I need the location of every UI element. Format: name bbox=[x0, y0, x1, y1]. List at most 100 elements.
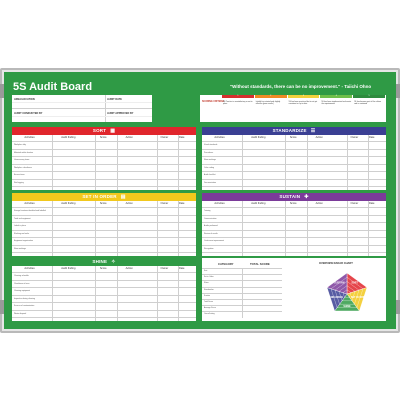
row-divider bbox=[12, 163, 196, 165]
overview-row[interactable]: Standardize bbox=[204, 288, 214, 291]
activity-row[interactable]: Continuous improvement bbox=[204, 240, 224, 242]
column-header-owner: Owner bbox=[350, 202, 359, 205]
radar-gridline bbox=[334, 281, 360, 305]
info-input-line[interactable] bbox=[12, 102, 152, 103]
activity-row[interactable]: Tools and equipment bbox=[14, 217, 31, 220]
activity-row[interactable]: Shelving and racks bbox=[14, 232, 30, 235]
section-sort: SORT ▦ Activities Audit finding Score Action O… bbox=[12, 127, 196, 190]
activity-row[interactable]: Sources of contamination bbox=[14, 305, 35, 307]
column-divider bbox=[306, 135, 308, 190]
column-divider bbox=[52, 135, 54, 190]
activity-row[interactable]: Red tagging bbox=[14, 181, 24, 184]
criteria-level-4: 4 bbox=[320, 95, 353, 98]
section-header-standardize: STANDARDIZE ☰ bbox=[202, 127, 386, 135]
audit-approved-by-label: AUDIT APPROVED BY bbox=[107, 112, 134, 115]
column-header-activities: Activities bbox=[214, 202, 225, 205]
activity-row[interactable]: Equipment organisation bbox=[14, 240, 33, 242]
activity-row[interactable]: Visual standards bbox=[204, 144, 218, 146]
activity-row[interactable]: Review of results bbox=[204, 232, 218, 235]
criteria-level-5: 5 bbox=[353, 95, 385, 98]
activity-row[interactable]: Storage locations identified and labelle… bbox=[14, 210, 46, 212]
area-location-label: AREA/LOCATION bbox=[14, 98, 35, 101]
column-header-finding: Audit finding bbox=[61, 202, 76, 205]
column-divider bbox=[242, 201, 244, 256]
overview-row[interactable]: Sustain bbox=[204, 294, 210, 297]
column-divider bbox=[52, 266, 54, 321]
info-input-line[interactable] bbox=[12, 116, 152, 117]
activity-row[interactable]: Cleaning equipment bbox=[14, 290, 30, 292]
row-divider bbox=[12, 279, 196, 281]
overview-column-divider bbox=[242, 268, 243, 318]
column-divider bbox=[284, 135, 286, 190]
column-header-action: Action bbox=[125, 202, 133, 205]
radar-label: SUSTAIN bbox=[334, 281, 345, 284]
activity-row[interactable]: Audits performed bbox=[204, 225, 218, 227]
column-divider bbox=[94, 135, 96, 190]
radar-gridline bbox=[338, 285, 356, 301]
criteria-level-2: 2 bbox=[254, 95, 287, 98]
activity-row[interactable]: Communication bbox=[204, 217, 217, 220]
column-divider bbox=[157, 266, 159, 321]
activity-row[interactable]: Waste disposal bbox=[14, 312, 27, 315]
radar-label: SET IN ORDER bbox=[351, 296, 368, 299]
row-divider bbox=[202, 237, 386, 238]
activity-row[interactable]: Color coding bbox=[204, 166, 215, 169]
column-header-owner: Owner bbox=[160, 136, 169, 139]
radar-label: SHINE bbox=[343, 305, 351, 308]
column-divider bbox=[116, 266, 118, 321]
activity-row[interactable]: Recognition bbox=[204, 247, 214, 250]
column-divider bbox=[157, 201, 159, 256]
criteria-level-text: 5S has been implemented and meets the re… bbox=[321, 101, 352, 106]
overview-row[interactable]: Average Score bbox=[204, 307, 216, 310]
overview-row[interactable]: Total Score bbox=[204, 301, 213, 303]
row-divider bbox=[12, 214, 196, 216]
info-divider bbox=[12, 108, 152, 109]
activity-row[interactable]: Floor markings bbox=[204, 159, 216, 161]
section-standardize: STANDARDIZE ☰ Activities Audit finding Score… bbox=[202, 127, 386, 190]
activity-row[interactable]: Workplace tidy bbox=[14, 144, 26, 146]
criteria-level-text: 5S Practice is unsatisfactory or not in … bbox=[223, 101, 253, 106]
column-divider bbox=[116, 135, 118, 190]
audit-date-label: AUDIT DATE bbox=[107, 98, 122, 101]
frame-bracket bbox=[0, 300, 5, 314]
section-icon: ✚ bbox=[304, 194, 309, 200]
section-title: SET IN ORDER bbox=[82, 194, 117, 199]
overview-row[interactable]: Shine bbox=[204, 282, 209, 285]
overview-row[interactable]: Sort bbox=[204, 270, 208, 272]
row-divider bbox=[12, 252, 196, 253]
column-header-date: Date bbox=[368, 202, 375, 205]
row-divider bbox=[12, 229, 196, 231]
info-divider bbox=[105, 95, 106, 122]
activity-row[interactable]: Training bbox=[204, 210, 211, 212]
activity-row[interactable]: Cleanliness of area bbox=[14, 282, 30, 285]
row-divider bbox=[12, 171, 196, 172]
activity-row[interactable]: Documentation bbox=[204, 181, 217, 184]
column-divider bbox=[52, 201, 54, 256]
criteria-level-3: 3 bbox=[287, 95, 320, 98]
criteria-level-text: 5S has become part of the culture and is… bbox=[354, 101, 382, 106]
column-header-score: Score bbox=[289, 136, 297, 139]
activity-row[interactable]: Workplace cleanliness bbox=[14, 166, 32, 169]
overview-row[interactable]: Overall rating bbox=[204, 313, 215, 316]
overview-row[interactable]: Set in Order bbox=[204, 276, 214, 279]
activity-row[interactable]: Procedures bbox=[204, 151, 214, 154]
activity-row[interactable]: Cleaning schedule bbox=[14, 275, 29, 277]
section-header-set-in-order: SET IN ORDER ▤ bbox=[12, 193, 196, 201]
activity-row[interactable]: Materials within location bbox=[14, 151, 34, 154]
radar-wedge bbox=[326, 272, 348, 295]
activity-row[interactable]: Audit checklist bbox=[204, 174, 216, 176]
row-divider bbox=[12, 178, 196, 180]
activity-row[interactable]: Excess items bbox=[14, 174, 25, 176]
activity-row[interactable]: Labels in place bbox=[14, 225, 26, 227]
section-icon: ▤ bbox=[120, 194, 126, 200]
column-divider bbox=[177, 201, 179, 256]
category-header: CATEGORY bbox=[218, 262, 234, 266]
section-header-sustain: SUSTAIN ✚ bbox=[202, 193, 386, 201]
column-divider bbox=[116, 201, 118, 256]
activity-row[interactable]: Inspection during cleaning bbox=[14, 297, 35, 300]
row-divider bbox=[202, 214, 386, 216]
activity-row[interactable]: Unnecessary items bbox=[14, 159, 30, 161]
column-divider bbox=[306, 201, 308, 256]
row-divider bbox=[12, 237, 196, 238]
activity-row[interactable]: Floor markings bbox=[14, 247, 26, 250]
